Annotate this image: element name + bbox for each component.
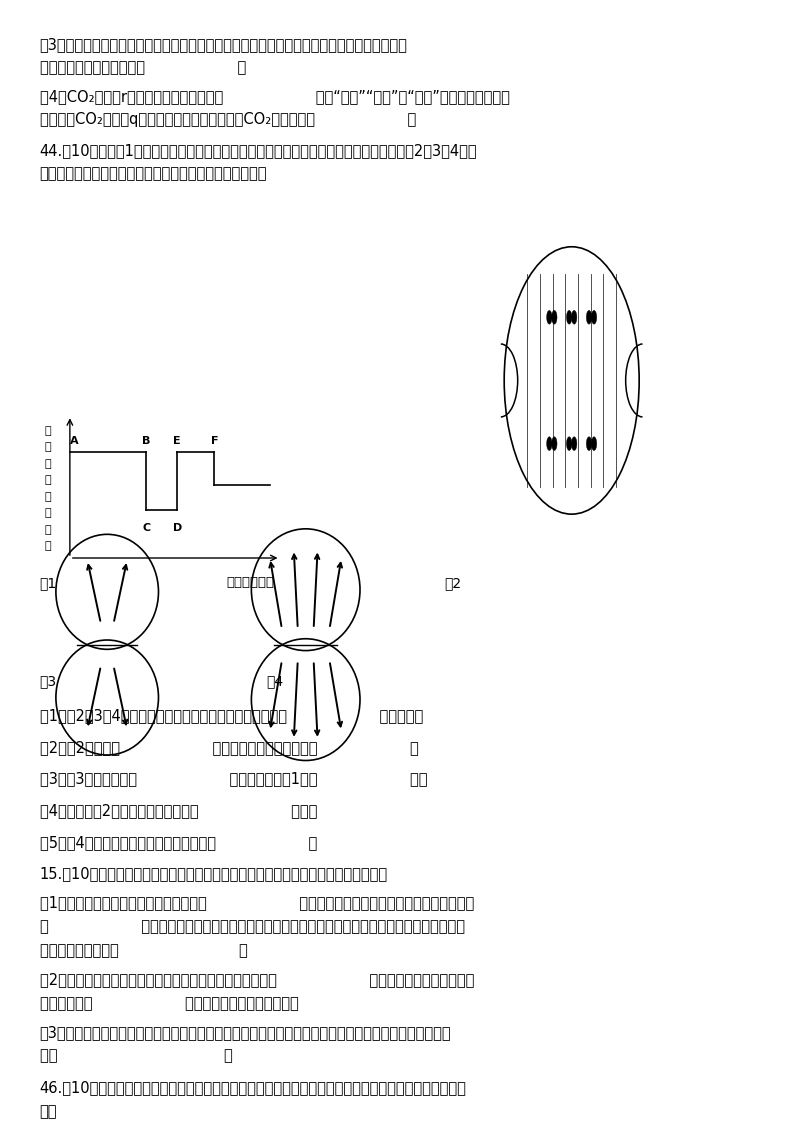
Ellipse shape: [586, 437, 592, 450]
Ellipse shape: [552, 437, 557, 450]
Text: B: B: [142, 436, 150, 446]
Text: （4）图中含有2个染色体组的细胞是图                    细胞。: （4）图中含有2个染色体组的细胞是图 细胞。: [40, 803, 317, 819]
Text: （5）图4所示的细胞分裂方式重要意义在于                    。: （5）图4所示的细胞分裂方式重要意义在于 。: [40, 834, 317, 850]
Ellipse shape: [592, 310, 597, 325]
Text: 图4: 图4: [266, 674, 283, 688]
Ellipse shape: [552, 310, 557, 325]
Text: 44.（10分）下图1是某哺乳动物个体细胞核中染色体数随细胞分裂不同时期的变化曲线，图2、3、4是该: 44.（10分）下图1是某哺乳动物个体细胞核中染色体数随细胞分裂不同时期的变化曲…: [40, 143, 477, 157]
Text: （2）固定化酵母细胞可以用来生产果酒，固定酵母细胞常用                    法，该方法常用的载体有明: （2）固定化酵母细胞可以用来生产果酒，固定酵母细胞常用 法，该方法常用的载体有明: [40, 973, 474, 987]
Ellipse shape: [546, 437, 552, 450]
Text: （4）CO₂浓度为r时，植物甲的总光合速率                    （填“大于”“等于”或“小于”）植物乙的总光合: （4）CO₂浓度为r时，植物甲的总光合速率 （填“大于”“等于”或“小于”）植物…: [40, 89, 510, 103]
Text: 速率；当CO₂浓度为q时，植物乙与植物甲固定的CO₂量的差值为                    。: 速率；当CO₂浓度为q时，植物乙与植物甲固定的CO₂量的差值为 。: [40, 112, 416, 127]
Text: 细: 细: [44, 426, 51, 436]
Text: 图3: 图3: [40, 674, 57, 688]
Text: 因是                                    。: 因是 。: [40, 1049, 233, 1063]
Text: 题。: 题。: [40, 1104, 57, 1120]
Text: 体: 体: [44, 524, 51, 535]
Text: 中: 中: [44, 475, 51, 485]
Ellipse shape: [566, 437, 572, 450]
Text: A: A: [70, 436, 79, 446]
Text: 细胞分裂时期: 细胞分裂时期: [226, 576, 274, 588]
Ellipse shape: [572, 437, 577, 450]
Text: 是                    将乙醇转化为醋酸，但在果酒酷造过程中酒精发酵的旺盛时期，即使果汁灌菌不严格: 是 将乙醇转化为醋酸，但在果酒酷造过程中酒精发酵的旺盛时期，即使果汁灌菌不严格: [40, 920, 464, 934]
Text: （2）图2细胞处于                    （分裂时期），判断依据是                    。: （2）图2细胞处于 （分裂时期），判断依据是 。: [40, 740, 418, 755]
Text: E: E: [173, 436, 181, 446]
Text: D: D: [172, 523, 182, 533]
Ellipse shape: [566, 310, 572, 325]
Text: C: C: [142, 523, 150, 533]
Text: 可能无法正常生长，原因是                    。: 可能无法正常生长，原因是 。: [40, 61, 246, 75]
Text: 色: 色: [44, 509, 51, 519]
Text: 也不会变酸，原因是                          。: 也不会变酸，原因是 。: [40, 942, 248, 958]
Ellipse shape: [572, 310, 577, 325]
Text: 染: 染: [44, 492, 51, 502]
Ellipse shape: [586, 310, 592, 325]
Text: 数: 数: [44, 541, 51, 551]
Ellipse shape: [546, 310, 552, 325]
Text: （1）图2、3、4反映出用于观察的实验材料应取自该动物的                    （器官）。: （1）图2、3、4反映出用于观察的实验材料应取自该动物的 （器官）。: [40, 709, 423, 723]
Text: （1）家庭酷造葡萄酒时酵母菌主要来源于                    ，喝剩的葡萄酒放置一段时间后会变酸，原因: （1）家庭酷造葡萄酒时酵母菌主要来源于 ，喝剩的葡萄酒放置一段时间后会变酸，原因: [40, 895, 474, 910]
Text: （3）在苹果汁制作过程中常使用果胶酶，可透过测定滤出苹果汁的体积大小来判断果胶酶活性的高低，原: （3）在苹果汁制作过程中常使用果胶酶，可透过测定滤出苹果汁的体积大小来判断果胶酶…: [40, 1025, 451, 1040]
Text: 核: 核: [44, 459, 51, 469]
Text: （3）图3细胞的名称是                    ，该细胞处于图1中的                    段。: （3）图3细胞的名称是 ，该细胞处于图1中的 段。: [40, 772, 427, 786]
Text: 图1: 图1: [40, 576, 57, 590]
Text: （3）若将植物甲、乙同时种植在同一个透明的密闭环境中，在适宜光照下，一段时间后，植物: （3）若将植物甲、乙同时种植在同一个透明的密闭环境中，在适宜光照下，一段时间后，…: [40, 37, 407, 52]
Text: 胶、琜脂糖、                    、醋酸纤维和聚丙烯酯胺等。: 胶、琜脂糖、 、醋酸纤维和聚丙烯酯胺等。: [40, 996, 299, 1012]
Text: 15.（10分）目前市场上果醋、果酒和果衒汁等饮料越来越受到人们的青睐。请回答：: 15.（10分）目前市场上果醋、果酒和果衒汁等饮料越来越受到人们的青睐。请回答：: [40, 867, 387, 882]
Text: 图2: 图2: [445, 576, 462, 590]
Ellipse shape: [592, 437, 597, 450]
Text: 46.（10分）某兴趣小组为了检测某品牌酸奶中乳酸杆菌的数量，进行了如图所示的实验操作。回答下列问: 46.（10分）某兴趣小组为了检测某品牌酸奶中乳酸杆菌的数量，进行了如图所示的实…: [40, 1080, 467, 1095]
Text: 胞: 胞: [44, 442, 51, 453]
Text: F: F: [210, 436, 218, 446]
Text: 个体某器官中细胞分裂不同时期的分裂图像。请据图回答：: 个体某器官中细胞分裂不同时期的分裂图像。请据图回答：: [40, 166, 268, 181]
